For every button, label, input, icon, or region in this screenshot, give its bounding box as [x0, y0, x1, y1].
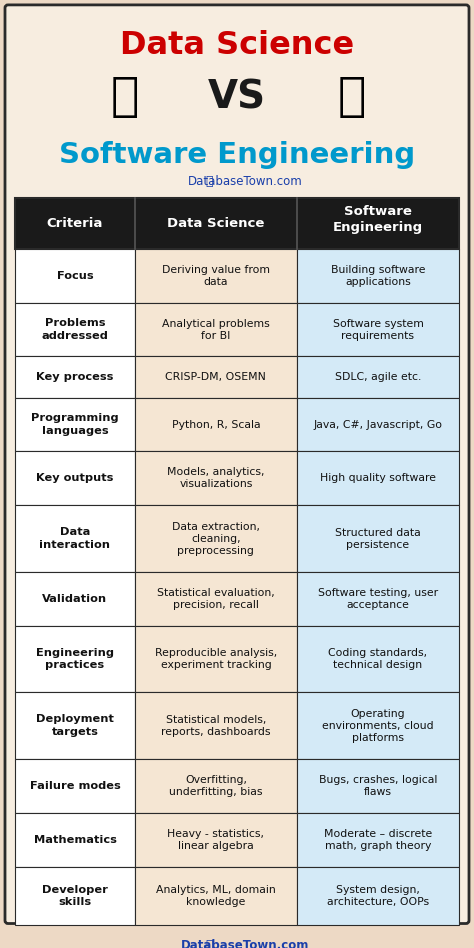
Text: 🖥: 🖥 [338, 76, 366, 120]
Text: Analytics, ML, domain
knowledge: Analytics, ML, domain knowledge [156, 885, 276, 907]
Text: Mathematics: Mathematics [34, 835, 117, 845]
Bar [15, 505, 135, 572]
Text: Data Science: Data Science [167, 217, 264, 229]
Bar [15, 626, 135, 692]
Bar [15, 198, 459, 248]
Text: Software Engineering: Software Engineering [59, 140, 415, 169]
Text: 📊: 📊 [111, 76, 139, 120]
Text: Deriving value from
data: Deriving value from data [162, 264, 270, 286]
Bar [135, 397, 297, 451]
Text: Bugs, crashes, logical
flaws: Bugs, crashes, logical flaws [319, 775, 437, 797]
Text: Key process: Key process [36, 372, 114, 382]
Text: Coding standards,
technical design: Coding standards, technical design [328, 648, 428, 670]
Bar [135, 505, 297, 572]
Text: Data Science: Data Science [120, 29, 354, 61]
Text: Heavy - statistics,
linear algebra: Heavy - statistics, linear algebra [167, 829, 264, 850]
Text: Deployment
targets: Deployment targets [36, 715, 114, 737]
Bar [135, 866, 297, 925]
Bar [135, 626, 297, 692]
Text: Problems
addressed: Problems addressed [42, 319, 109, 340]
Text: Operating
environments, cloud
platforms: Operating environments, cloud platforms [322, 709, 434, 742]
Text: System design,
architecture, OOPs: System design, architecture, OOPs [327, 885, 429, 907]
Text: SDLC, agile etc.: SDLC, agile etc. [335, 372, 421, 382]
Bar [135, 248, 297, 302]
Text: DatabaseTown.com: DatabaseTown.com [188, 174, 302, 188]
Bar [135, 451, 297, 505]
Bar [297, 626, 459, 692]
Text: Programming
languages: Programming languages [31, 413, 119, 436]
Text: Statistical evaluation,
precision, recall: Statistical evaluation, precision, recal… [157, 588, 275, 610]
Text: 🗄: 🗄 [205, 174, 213, 188]
Bar [15, 302, 135, 356]
Text: Criteria: Criteria [47, 217, 103, 229]
Text: Data
interaction: Data interaction [39, 527, 110, 550]
Text: Python, R, Scala: Python, R, Scala [172, 420, 260, 429]
Bar [135, 356, 297, 397]
Bar [15, 397, 135, 451]
Text: Data extraction,
cleaning,
preprocessing: Data extraction, cleaning, preprocessing [172, 521, 260, 556]
Bar [297, 397, 459, 451]
Text: Building software
applications: Building software applications [331, 264, 425, 286]
Text: VS: VS [208, 79, 266, 117]
Bar [15, 248, 135, 302]
Text: Software
Engineering: Software Engineering [333, 205, 423, 234]
Bar [135, 692, 297, 759]
Text: DatabaseTown.com: DatabaseTown.com [181, 939, 309, 948]
Bar [15, 759, 135, 812]
Text: CRISP-DM, OSEMN: CRISP-DM, OSEMN [165, 372, 266, 382]
Bar [135, 572, 297, 626]
Text: Models, analytics,
visualizations: Models, analytics, visualizations [167, 467, 264, 489]
Text: Software system
requirements: Software system requirements [333, 319, 423, 340]
FancyBboxPatch shape [5, 5, 469, 923]
Bar [135, 759, 297, 812]
Text: Key outputs: Key outputs [36, 473, 114, 483]
Bar [15, 692, 135, 759]
Text: Structured data
persistence: Structured data persistence [335, 528, 421, 550]
Text: Reproducible analysis,
experiment tracking: Reproducible analysis, experiment tracki… [155, 648, 277, 670]
Bar [297, 302, 459, 356]
Text: Java, C#, Javascript, Go: Java, C#, Javascript, Go [313, 420, 442, 429]
Text: Focus: Focus [56, 271, 93, 281]
Bar [15, 866, 135, 925]
Bar [297, 572, 459, 626]
Text: Engineering
practices: Engineering practices [36, 647, 114, 670]
Bar [297, 759, 459, 812]
Bar [297, 505, 459, 572]
Bar [297, 866, 459, 925]
Text: Overfitting,
underfitting, bias: Overfitting, underfitting, bias [169, 775, 263, 797]
Bar [135, 302, 297, 356]
Text: Software testing, user
acceptance: Software testing, user acceptance [318, 588, 438, 610]
Bar [297, 692, 459, 759]
Text: High quality software: High quality software [320, 473, 436, 483]
Text: Statistical models,
reports, dashboards: Statistical models, reports, dashboards [161, 715, 271, 737]
Text: Validation: Validation [42, 593, 108, 604]
Bar [297, 248, 459, 302]
Bar [15, 451, 135, 505]
Text: Moderate – discrete
math, graph theory: Moderate – discrete math, graph theory [324, 829, 432, 850]
Bar [297, 812, 459, 866]
Bar [15, 812, 135, 866]
Text: Analytical problems
for BI: Analytical problems for BI [162, 319, 270, 340]
Bar [297, 451, 459, 505]
Text: Developer
skills: Developer skills [42, 884, 108, 907]
Text: 🗄: 🗄 [205, 939, 213, 948]
Bar [15, 572, 135, 626]
Bar [297, 356, 459, 397]
Text: Failure modes: Failure modes [29, 781, 120, 791]
Bar [15, 356, 135, 397]
Bar [135, 812, 297, 866]
